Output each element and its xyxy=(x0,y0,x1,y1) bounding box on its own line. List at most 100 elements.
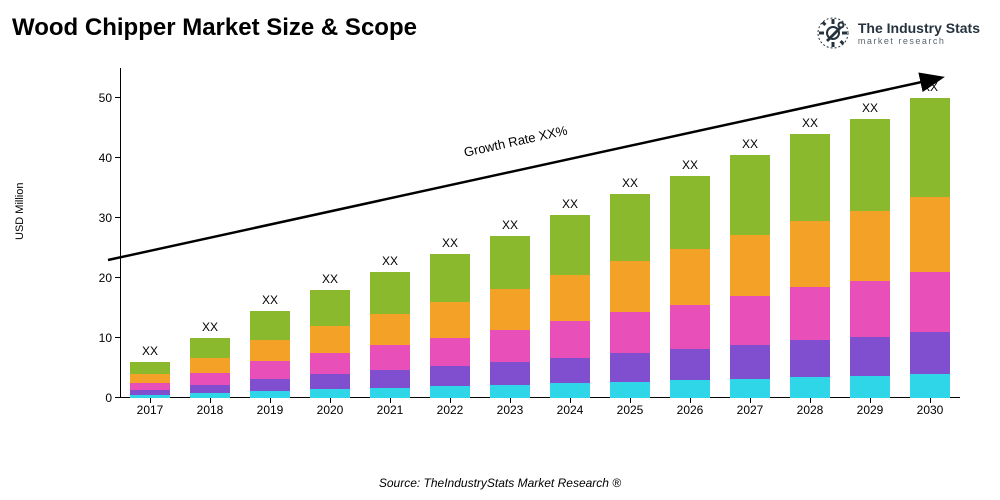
bar-value-label: XX xyxy=(442,236,458,250)
bar-segment xyxy=(670,349,710,380)
bar-segment xyxy=(550,215,590,275)
bar-segment xyxy=(730,235,770,296)
bar-group: XX xyxy=(120,362,180,398)
bar-group: XX xyxy=(660,176,720,398)
bar-value-label: XX xyxy=(562,197,578,211)
chart-area: 01020304050 XXXXXXXXXXXXXXXXXXXXXXXXXXXX… xyxy=(70,68,970,428)
y-tick: 10 xyxy=(82,331,112,345)
x-tick: 2026 xyxy=(660,403,720,417)
stacked-bar: XX xyxy=(370,272,410,398)
bar-segment xyxy=(430,366,470,386)
bar-segment xyxy=(910,98,950,197)
bar-segment xyxy=(190,358,230,373)
bar-group: XX xyxy=(900,98,960,398)
bar-value-label: XX xyxy=(142,344,158,358)
x-tick: 2021 xyxy=(360,403,420,417)
chart-title: Wood Chipper Market Size & Scope xyxy=(12,14,417,42)
bar-segment xyxy=(250,391,290,398)
x-tick: 2023 xyxy=(480,403,540,417)
bar-value-label: XX xyxy=(862,101,878,115)
x-tick: 2024 xyxy=(540,403,600,417)
brand-sub: market research xyxy=(858,37,980,46)
bar-group: XX xyxy=(720,155,780,398)
bar-segment xyxy=(610,312,650,353)
bar-value-label: XX xyxy=(922,80,938,94)
stacked-bar: XX xyxy=(250,311,290,398)
bar-group: XX xyxy=(180,338,240,398)
y-tick: 30 xyxy=(82,211,112,225)
x-tick: 2027 xyxy=(720,403,780,417)
x-tick: 2018 xyxy=(180,403,240,417)
bar-segment xyxy=(430,386,470,398)
bar-segment xyxy=(250,340,290,362)
bar-segment xyxy=(610,194,650,261)
bar-segment xyxy=(430,338,470,367)
x-tick-mark xyxy=(930,398,931,403)
bar-segment xyxy=(130,374,170,383)
x-tick-mark xyxy=(810,398,811,403)
bar-segment xyxy=(850,211,890,281)
bar-segment xyxy=(370,314,410,346)
bar-segment xyxy=(850,376,890,398)
bar-segment xyxy=(370,370,410,388)
brand-logo: The Industry Stats market research xyxy=(816,16,980,50)
x-tick-mark xyxy=(390,398,391,403)
bar-group: XX xyxy=(840,119,900,398)
x-tick-mark xyxy=(690,398,691,403)
x-tick: 2017 xyxy=(120,403,180,417)
chart-container: Wood Chipper Market Size & Scope Th xyxy=(0,0,1000,500)
bar-segment xyxy=(670,249,710,305)
bar-value-label: XX xyxy=(202,320,218,334)
bar-segment xyxy=(670,380,710,398)
x-tick-mark xyxy=(150,398,151,403)
bar-segment xyxy=(370,388,410,398)
bar-group: XX xyxy=(420,254,480,398)
stacked-bar: XX xyxy=(130,362,170,398)
bar-segment xyxy=(730,296,770,345)
bar-segment xyxy=(490,362,530,385)
bar-segment xyxy=(850,119,890,211)
bar-segment xyxy=(730,155,770,235)
x-tick-mark xyxy=(570,398,571,403)
x-tick: 2028 xyxy=(780,403,840,417)
bar-segment xyxy=(430,254,470,302)
stacked-bar: XX xyxy=(490,236,530,398)
bar-segment xyxy=(550,358,590,384)
stacked-bar: XX xyxy=(310,290,350,398)
bar-segment xyxy=(850,281,890,337)
stacked-bar: XX xyxy=(790,134,830,398)
x-tick-mark xyxy=(510,398,511,403)
x-tick-mark xyxy=(870,398,871,403)
bar-group: XX xyxy=(480,236,540,398)
bar-segment xyxy=(670,305,710,349)
bar-value-label: XX xyxy=(802,116,818,130)
x-tick: 2029 xyxy=(840,403,900,417)
bar-segment xyxy=(910,332,950,374)
bar-segment xyxy=(370,272,410,314)
bar-segment xyxy=(250,311,290,340)
source-caption: Source: TheIndustryStats Market Research… xyxy=(0,476,1000,490)
x-tick-mark xyxy=(750,398,751,403)
bar-segment xyxy=(550,275,590,321)
stacked-bar: XX xyxy=(670,176,710,398)
bar-segment xyxy=(790,287,830,340)
bar-segment xyxy=(490,289,530,330)
bar-group: XX xyxy=(600,194,660,398)
bar-segment xyxy=(310,290,350,326)
gear-wrench-icon xyxy=(816,16,850,50)
bars-row: XXXXXXXXXXXXXXXXXXXXXXXXXXXX xyxy=(120,68,960,398)
bar-group: XX xyxy=(780,134,840,398)
bar-value-label: XX xyxy=(502,218,518,232)
bar-segment xyxy=(610,261,650,312)
bar-segment xyxy=(130,362,170,374)
x-tick-mark xyxy=(450,398,451,403)
bar-segment xyxy=(310,326,350,353)
x-tick: 2022 xyxy=(420,403,480,417)
bar-segment xyxy=(490,236,530,289)
bar-segment xyxy=(610,353,650,382)
bar-segment xyxy=(250,379,290,391)
bar-segment xyxy=(310,389,350,398)
y-tick: 20 xyxy=(82,271,112,285)
bar-segment xyxy=(910,374,950,398)
bar-segment xyxy=(790,134,830,221)
